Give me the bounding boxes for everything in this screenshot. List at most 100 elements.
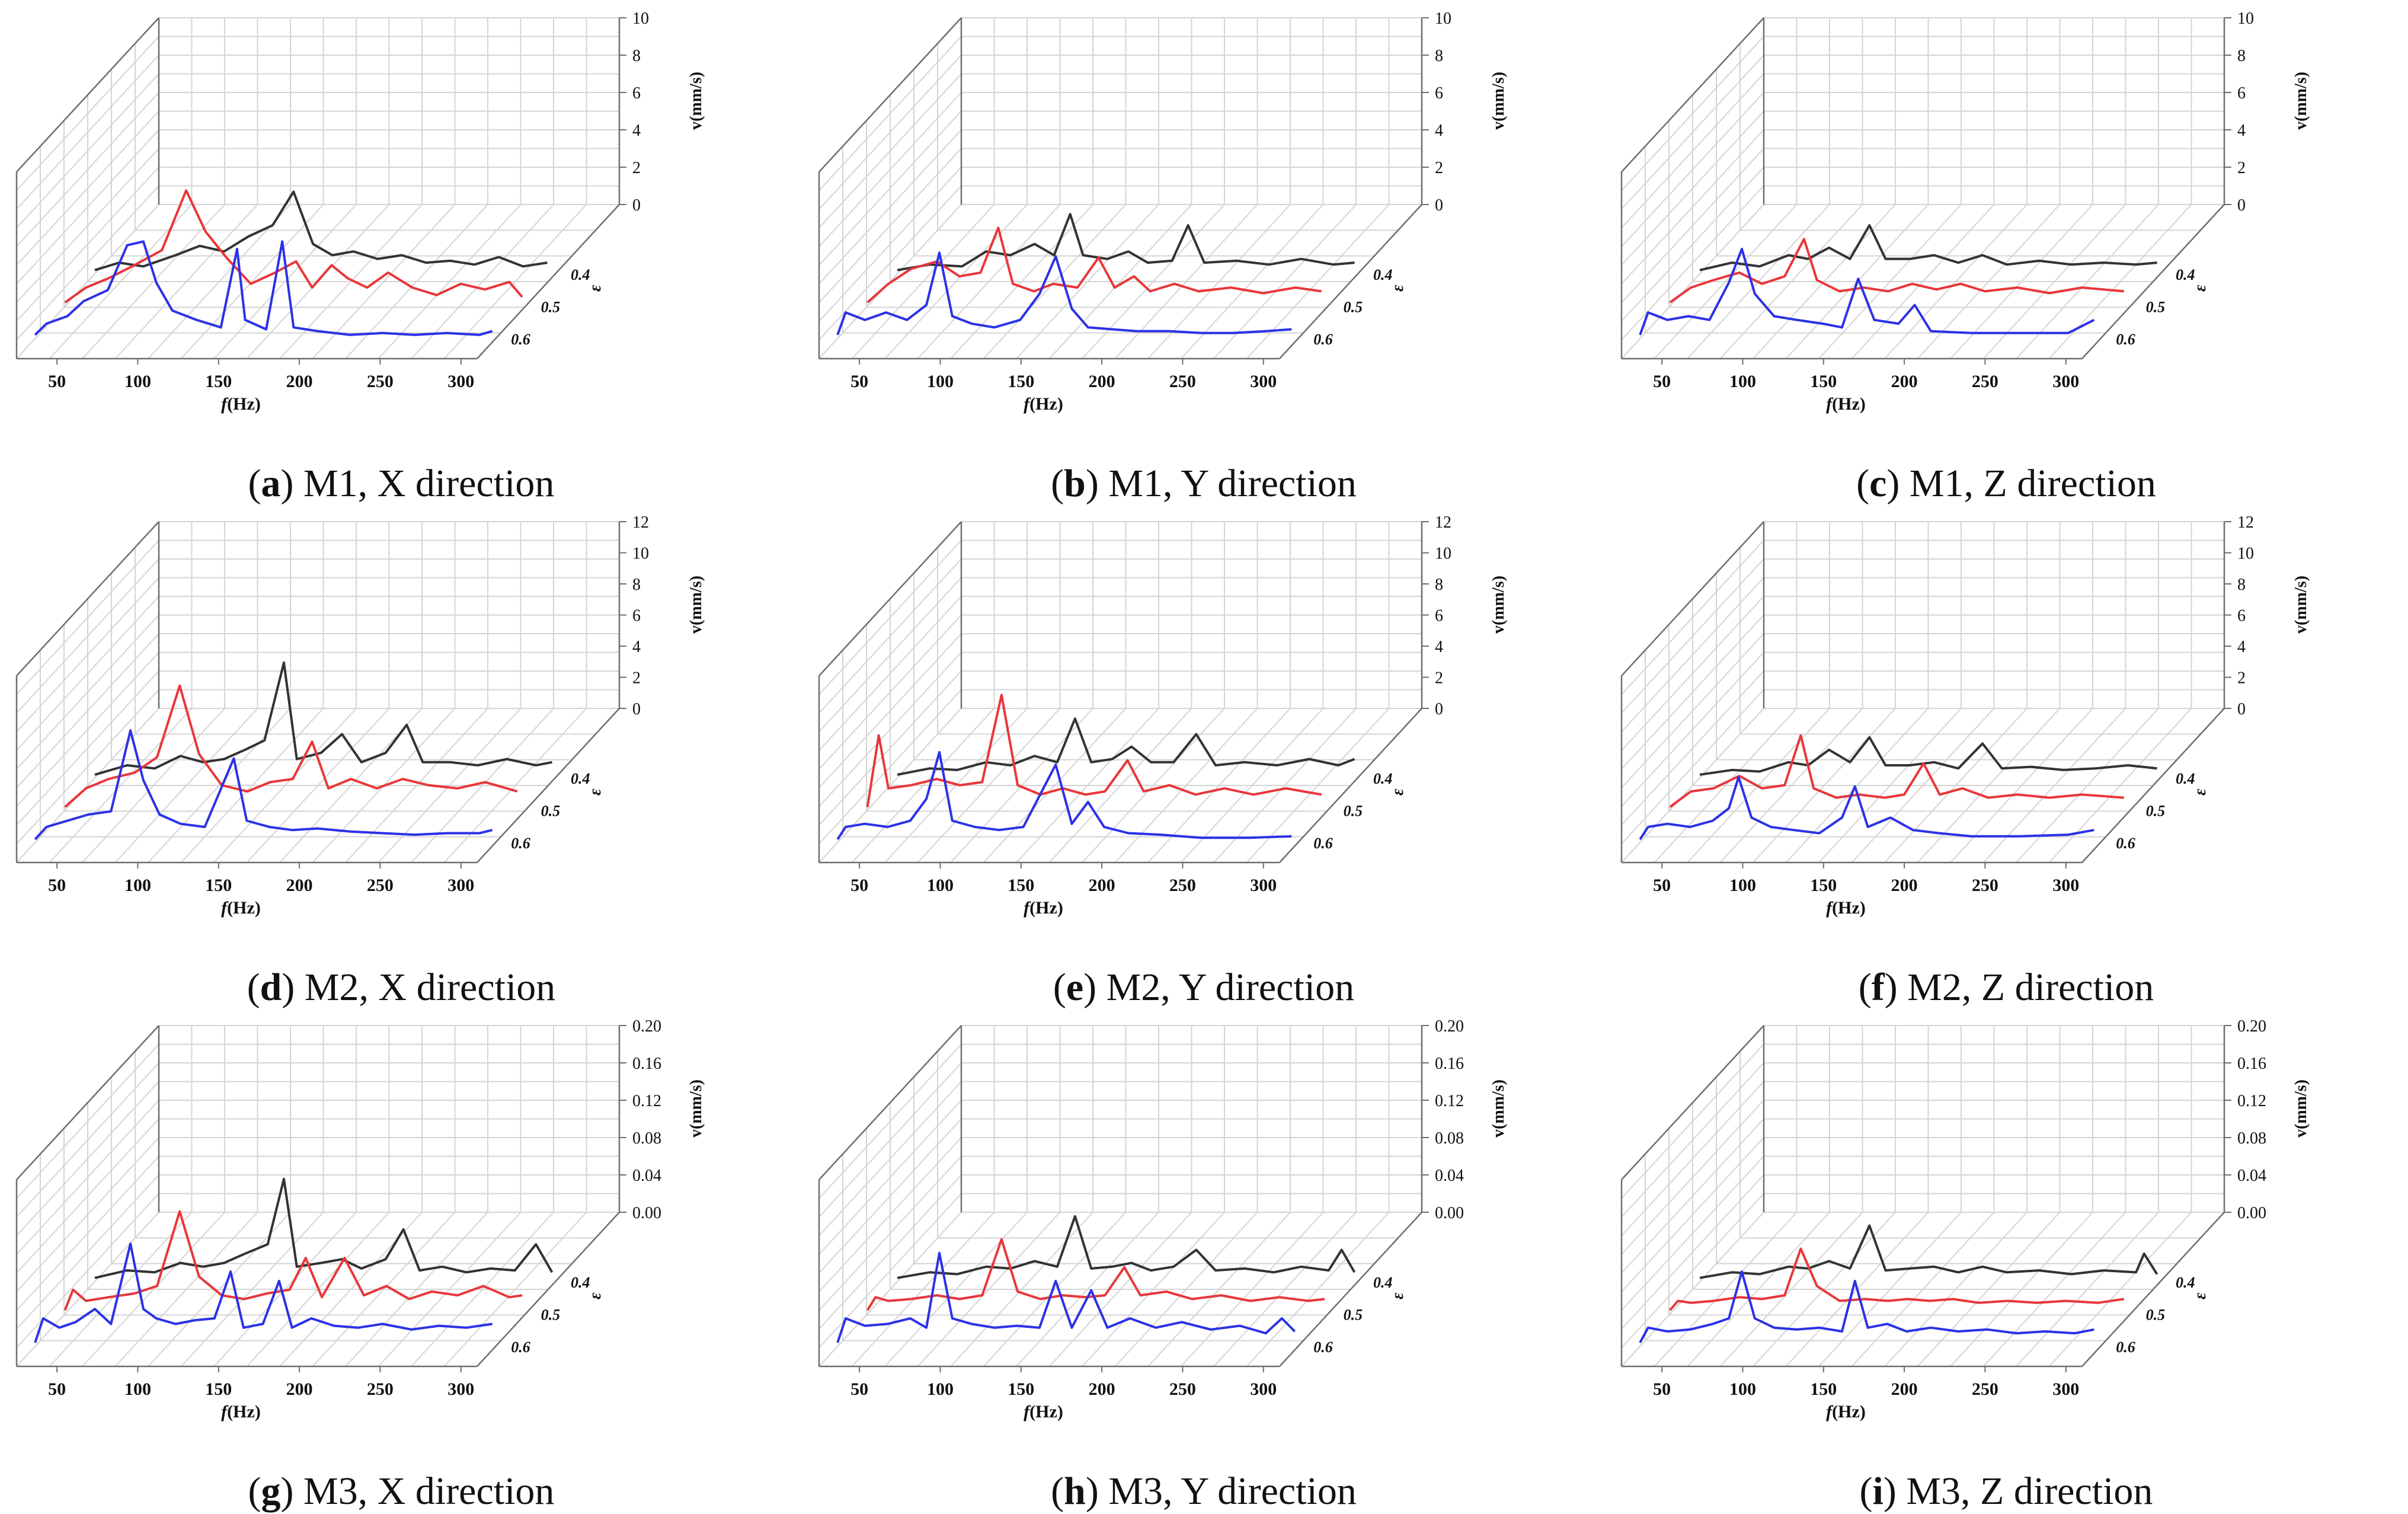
x-tick-label: 250	[1169, 876, 1196, 895]
series-line-0-6	[1639, 775, 2094, 841]
z-tick-label: 0.4	[1373, 266, 1393, 283]
x-tick-label: 250	[1972, 372, 1998, 391]
z-tick-label: 0.5	[1344, 803, 1363, 820]
x-tick-label: 250	[367, 372, 394, 391]
z-tick-label: 0.4	[2176, 266, 2195, 283]
z-axis-label: ε	[2191, 1292, 2209, 1299]
y-tick-label: 6	[1435, 607, 1443, 625]
panel-letter: h	[1064, 1470, 1086, 1513]
y-tick-label: 0.20	[1435, 1017, 1464, 1036]
x-axis-label: f(Hz)	[1024, 898, 1063, 918]
series-line-0-4	[1699, 1224, 2158, 1279]
x-tick-label: 250	[367, 876, 394, 895]
x-tick-label: 250	[1169, 1379, 1196, 1399]
x-tick-label: 150	[1810, 1379, 1837, 1399]
z-tick-label: 0.6	[511, 835, 530, 852]
z-axis: 0.4 0.5 0.6 ε	[511, 1274, 605, 1356]
back-wall-grid	[961, 521, 1422, 709]
chart-panel-c: 0 2 4 6 8 10 v(mm/s) 50 100 150 200 250 300 f(Hz) 0.4 0…	[1605, 0, 2407, 505]
z-tick-label: 0.5	[1344, 299, 1363, 316]
x-axis: 50 100 150 200 250 300 f(Hz)	[1653, 1366, 2079, 1422]
y-tick-label: 4	[1435, 638, 1443, 656]
x-tick-label: 200	[286, 1379, 313, 1399]
back-wall-grid	[158, 521, 620, 709]
y-tick-label: 0.04	[632, 1167, 661, 1185]
x-tick-label: 200	[1891, 1379, 1918, 1399]
x-tick-label: 150	[205, 1379, 232, 1399]
x-tick-label: 50	[850, 876, 868, 895]
x-axis-label: f(Hz)	[1024, 394, 1063, 414]
y-tick-label: 0	[1435, 196, 1443, 215]
axes-box	[1620, 17, 2225, 360]
x-tick-label: 100	[124, 876, 151, 895]
y-tick-label: 0	[2237, 700, 2246, 718]
x-tick-label: 50	[1653, 876, 1671, 895]
y-tick-label: 8	[632, 576, 641, 594]
y-axis: 0 2 4 6 8 10 v(mm/s)	[619, 9, 705, 215]
y-tick-label: 4	[632, 122, 641, 140]
y-axis: 0 2 4 6 8 10 v(mm/s)	[1422, 9, 1508, 215]
y-tick-label: 0.00	[2237, 1204, 2266, 1222]
panel-letter: i	[1872, 1470, 1883, 1513]
z-tick-label: 0.5	[1344, 1307, 1363, 1324]
chart-panel-d: 0 2 4 6 8 10 12 v(mm/s) 50 100 150 200 250 300 f(Hz) 0.…	[0, 504, 802, 1009]
x-tick-label: 200	[1891, 372, 1918, 391]
axes-box	[1620, 1025, 2225, 1368]
axes-box	[15, 1025, 621, 1368]
x-axis: 50 100 150 200 250 300 f(Hz)	[850, 359, 1277, 414]
chart-panel-a: 0 2 4 6 8 10 v(mm/s) 50 100 150 200 250 300 f(Hz) 0.4 0…	[0, 0, 802, 505]
z-axis: 0.4 0.5 0.6 ε	[1313, 266, 1407, 348]
series-line-0-6	[836, 750, 1292, 841]
y-tick-label: 0.00	[1435, 1204, 1464, 1222]
x-axis-label: f(Hz)	[1024, 1402, 1063, 1422]
chart-panel-i: 0.00 0.04 0.08 0.12 0.16 0.20 v(mm/s) 50 100 150 2…	[1605, 1008, 2407, 1513]
x-tick-label: 300	[1250, 372, 1277, 391]
x-tick-label: 150	[1810, 372, 1837, 391]
x-axis: 50 100 150 200 250 300 f(Hz)	[850, 1366, 1277, 1422]
y-axis: 0 2 4 6 8 10 12 v(mm/s)	[619, 513, 705, 718]
chart-svg-f: 0 2 4 6 8 10 12 v(mm/s) 50 100 150 200 250 300 f(Hz) 0.…	[1620, 513, 2310, 918]
z-tick-label: 0.5	[2146, 803, 2166, 820]
x-axis-label: f(Hz)	[221, 394, 261, 414]
x-axis: 50 100 150 200 250 300 f(Hz)	[48, 359, 474, 414]
axes-box	[1620, 521, 2225, 864]
z-axis-label: ε	[1389, 1292, 1407, 1299]
y-tick-label: 12	[2237, 513, 2254, 532]
x-tick-label: 200	[286, 876, 313, 895]
z-axis: 0.4 0.5 0.6 ε	[1313, 770, 1407, 852]
x-tick-label: 200	[1089, 876, 1115, 895]
y-tick-label: 0.08	[632, 1129, 661, 1148]
series-line-0-5	[1669, 1247, 2124, 1311]
y-tick-label: 4	[2237, 122, 2246, 140]
floor-grid	[16, 204, 620, 359]
y-axis-label: v(mm/s)	[2292, 72, 2310, 130]
y-tick-label: 10	[2237, 9, 2254, 28]
x-tick-label: 250	[1169, 372, 1196, 391]
x-tick-label: 50	[1653, 372, 1671, 391]
chart-panel-b: 0 2 4 6 8 10 v(mm/s) 50 100 150 200 250 300 f(Hz) 0.4 0…	[802, 0, 1605, 505]
y-axis: 0.00 0.04 0.08 0.12 0.16 0.20 v(mm/s)	[2224, 1017, 2310, 1222]
x-tick-label: 50	[1653, 1379, 1671, 1399]
z-axis-label: ε	[2191, 285, 2209, 292]
y-tick-label: 0.08	[1435, 1129, 1464, 1148]
series-line-0-5	[64, 189, 523, 304]
y-tick-label: 8	[2237, 576, 2246, 594]
z-axis-label: ε	[2191, 788, 2209, 796]
x-tick-label: 100	[927, 876, 954, 895]
chart-svg-e: 0 2 4 6 8 10 12 v(mm/s) 50 100 150 200 250 300 f(Hz) 0.…	[818, 513, 1508, 918]
x-tick-label: 250	[1972, 876, 1998, 895]
z-axis: 0.4 0.5 0.6 ε	[2116, 266, 2209, 348]
series-line-0-4	[1699, 224, 2157, 272]
back-wall-grid	[961, 1025, 1422, 1213]
y-axis-label: v(mm/s)	[1489, 576, 1508, 634]
x-tick-label: 100	[124, 1379, 151, 1399]
y-tick-label: 0.04	[1435, 1167, 1464, 1185]
y-tick-label: 2	[2237, 669, 2246, 688]
x-tick-label: 150	[1810, 876, 1837, 895]
panel-caption: (e) M2, Y direction	[1053, 966, 1355, 1009]
z-tick-label: 0.4	[2176, 1274, 2195, 1291]
series-line-0-5	[1669, 734, 2124, 809]
back-wall-grid	[961, 17, 1422, 205]
series-line-0-5	[1669, 238, 2124, 304]
